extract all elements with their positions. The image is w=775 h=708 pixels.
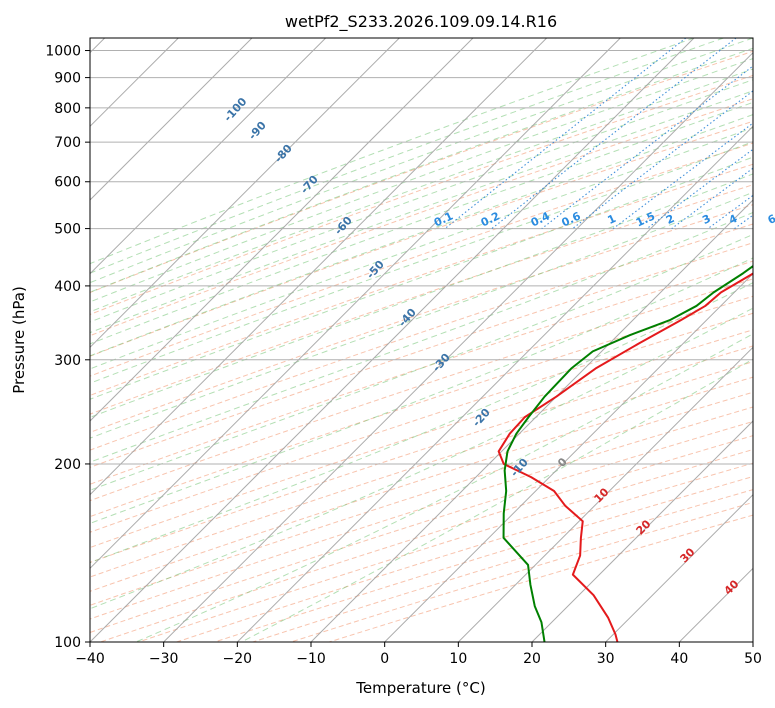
x-tick-label: 30	[597, 651, 615, 667]
isotherm-line	[90, 38, 400, 349]
mixing-ratio-line	[671, 167, 753, 230]
isotherm-line	[90, 38, 327, 275]
x-tick-label: −10	[296, 651, 326, 667]
dry-adiabat-line	[90, 345, 753, 563]
isotherm-line	[90, 38, 695, 642]
moist-adiabat-line	[90, 38, 724, 274]
moist-adiabat-line	[90, 127, 753, 370]
isotherm-line	[90, 38, 548, 496]
mixing-ratio-line	[572, 90, 753, 230]
moist-adiabat-line	[90, 101, 753, 345]
moist-adiabat-line	[90, 79, 753, 323]
dry-adiabat-line	[90, 50, 753, 294]
y-tick-label: 900	[54, 71, 81, 87]
isotherm-line	[384, 272, 753, 642]
dry-adiabat-line	[90, 163, 753, 396]
moist-adiabat-line	[90, 233, 753, 491]
plot-frame	[89, 37, 754, 643]
isotherm-line	[605, 493, 753, 642]
isotherm-line	[90, 38, 474, 422]
dry-adiabat-line	[90, 223, 753, 451]
plot-content	[90, 38, 753, 642]
y-tick-label: 200	[54, 457, 81, 473]
dry-adiabat-line	[90, 295, 753, 518]
isotherm-line	[236, 125, 753, 642]
dry-adiabat-line	[90, 242, 753, 468]
x-tick-label: −20	[223, 651, 253, 667]
moist-adiabat-line	[90, 191, 753, 439]
moist-adiabat-line	[90, 47, 753, 293]
x-tick-label: −30	[149, 651, 179, 667]
y-tick-label: 800	[54, 101, 81, 117]
y-tick-label: 100	[54, 635, 81, 651]
moist-adiabat-line	[90, 58, 753, 303]
moist-adiabat-line	[90, 38, 695, 265]
isotherm-line	[457, 346, 753, 642]
dry-adiabat-line	[90, 312, 753, 533]
y-tick-label: 600	[54, 175, 81, 191]
x-tick-label: 50	[744, 651, 762, 667]
dry-adiabat-line	[90, 376, 753, 592]
profile-series	[497, 264, 753, 642]
dry-adiabat-line	[90, 98, 753, 337]
y-tick-label: 1000	[45, 44, 81, 60]
temperature-profile-line	[497, 272, 753, 642]
dewpoint-profile-line	[502, 264, 753, 642]
dry-adiabats	[90, 50, 753, 642]
moist-adiabat-line	[90, 114, 753, 357]
x-axis-title: Temperature (°C)	[355, 679, 485, 697]
y-tick-label: 500	[54, 222, 81, 238]
isotherm-line	[90, 38, 621, 570]
isotherm-line	[531, 420, 753, 642]
skewed-isotherms	[90, 38, 753, 642]
x-tick-label: 10	[449, 651, 467, 667]
dry-adiabat-line	[90, 142, 753, 377]
x-axis-ticks: −40 −30 −20 −10 0 10 20 30 40 50	[75, 642, 762, 667]
mixing-ratio-label: 6	[766, 212, 775, 227]
mixing-ratio-line	[541, 65, 753, 230]
moist-adiabat-line	[90, 257, 753, 524]
x-tick-label: −40	[75, 651, 105, 667]
moist-adiabat-line	[241, 358, 753, 642]
y-axis-ticks: 100 200 300 400 500 600 700 800 900 1000	[45, 44, 90, 651]
moist-adiabat-line	[90, 173, 753, 418]
x-tick-label: 0	[380, 651, 389, 667]
moist-adiabat-line	[90, 282, 753, 564]
moist-adiabat-line	[90, 141, 753, 384]
plot-area	[90, 38, 753, 642]
x-tick-label: 20	[523, 651, 541, 667]
dry-adiabat-line	[90, 278, 753, 502]
isobar-gridlines	[90, 50, 753, 642]
dry-adiabat-line	[90, 391, 753, 606]
isotherm-line	[310, 199, 753, 642]
isotherm-line	[163, 51, 753, 642]
dry-adiabat-line	[90, 361, 753, 578]
moist-adiabat-line	[90, 211, 753, 463]
dry-adiabat-line	[90, 329, 753, 549]
mixing-ratio-lines	[444, 38, 753, 230]
dry-adiabat-line	[90, 260, 753, 485]
y-axis-title: Pressure (hPa)	[10, 286, 28, 394]
x-tick-label: 40	[670, 651, 688, 667]
y-tick-label: 700	[54, 135, 81, 151]
y-tick-label: 300	[54, 353, 81, 369]
y-tick-label: 400	[54, 279, 81, 295]
isotherm-line	[90, 38, 253, 201]
chart-title: wetPf2_S233.2026.109.09.14.R16	[285, 12, 557, 32]
moist-adiabat-line	[135, 333, 753, 642]
